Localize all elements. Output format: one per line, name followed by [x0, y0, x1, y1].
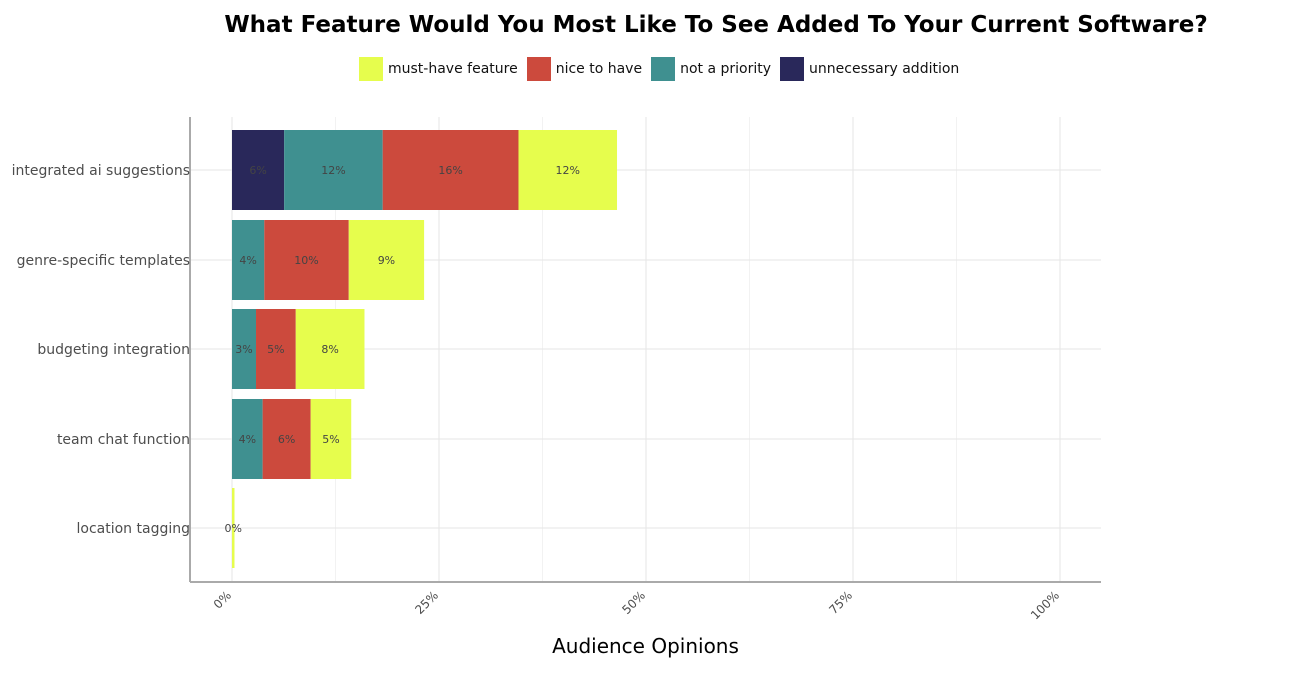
bar-data-label: 16%	[438, 164, 462, 177]
bar-must-have-feature	[232, 488, 235, 568]
bar-data-label: 9%	[378, 254, 395, 267]
y-tick-label: location tagging	[77, 521, 191, 537]
legend-label: not a priority	[680, 61, 772, 77]
legend-label: unnecessary addition	[809, 61, 960, 77]
bar-nice-to-have	[264, 220, 349, 300]
x-axis-title: Audience Opinions	[552, 634, 739, 658]
legend-label: must-have feature	[388, 61, 518, 77]
y-tick-label: integrated ai suggestions	[12, 163, 190, 179]
bar-data-label: 8%	[321, 343, 338, 356]
bar-data-label: 10%	[294, 254, 318, 267]
bar-data-label: 12%	[556, 164, 580, 177]
legend-item: not a priority	[651, 57, 771, 81]
x-tick-label: 75%	[826, 588, 855, 617]
legend-label: nice to have	[555, 61, 643, 77]
x-tick-label: 25%	[412, 588, 441, 617]
y-tick-label: budgeting integration	[37, 342, 190, 358]
bar-data-label: 4%	[239, 433, 256, 446]
bar-must-have-feature	[518, 130, 618, 210]
bar-data-label: 5%	[267, 343, 284, 356]
legend-swatch	[526, 57, 551, 81]
bar-nice-to-have	[256, 309, 296, 389]
legend-swatch	[780, 57, 805, 81]
bar-not-a-priority	[232, 220, 265, 300]
bar-data-label: 12%	[321, 164, 345, 177]
chart-title: What Feature Would You Most Like To See …	[224, 12, 1208, 38]
x-tick-label: 0%	[211, 588, 234, 611]
legend-item: nice to have	[526, 57, 643, 81]
bar-nice-to-have	[382, 130, 519, 210]
bar-data-label: 4%	[239, 254, 256, 267]
bar-data-label: 6%	[249, 164, 266, 177]
legend-swatch	[651, 57, 676, 81]
bar-data-label: 0%	[225, 522, 242, 535]
legend-item: unnecessary addition	[780, 57, 959, 81]
bar-not-a-priority	[284, 130, 383, 210]
bar-data-label: 6%	[278, 433, 295, 446]
y-tick-label: genre-specific templates	[17, 253, 190, 269]
bar-unnecessary-addition	[232, 130, 285, 210]
bar-not-a-priority	[232, 309, 257, 389]
x-tick-label: 50%	[619, 588, 648, 617]
bar-data-label: 3%	[235, 343, 252, 356]
bar-data-label: 5%	[322, 433, 339, 446]
bar-must-have-feature	[348, 220, 425, 300]
y-tick-label: team chat function	[57, 432, 190, 448]
chart-legend: must-have feature nice to have not a prior…	[359, 56, 968, 82]
x-tick-label: 100%	[1028, 588, 1062, 622]
legend-item: must-have feature	[359, 57, 518, 81]
bar-not-a-priority	[232, 399, 263, 479]
legend-swatch	[359, 57, 383, 81]
bar-must-have-feature	[310, 399, 352, 479]
bar-nice-to-have	[262, 399, 311, 479]
bar-must-have-feature	[295, 309, 365, 389]
